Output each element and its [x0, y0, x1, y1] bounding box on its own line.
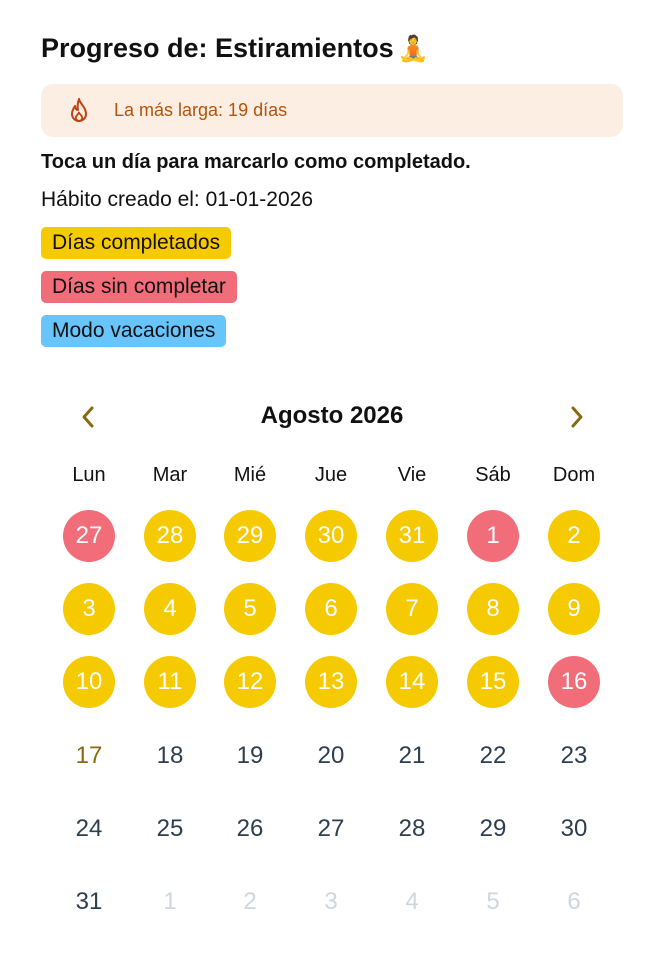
calendar-day[interactable]: 29: [224, 510, 276, 562]
calendar-day[interactable]: 22: [479, 742, 507, 769]
calendar-day: 2: [243, 888, 257, 915]
calendar-day[interactable]: 6: [305, 583, 357, 635]
calendar-day: 4: [405, 888, 419, 915]
calendar-day[interactable]: 19: [236, 742, 264, 769]
calendar-day: 5: [486, 888, 500, 915]
calendar-day[interactable]: 5: [224, 583, 276, 635]
page-title: Progreso de: Estiramientos 🧘: [41, 33, 429, 64]
month-title: Agosto 2026: [260, 402, 404, 429]
calendar-day[interactable]: 10: [63, 656, 115, 708]
calendar-day[interactable]: 4: [144, 583, 196, 635]
longest-streak-banner: La más larga: 19 días: [41, 84, 623, 137]
flame-icon: [67, 97, 91, 125]
calendar-day[interactable]: 28: [144, 510, 196, 562]
calendar-day: 3: [324, 888, 338, 915]
calendar-day[interactable]: 26: [236, 815, 264, 842]
calendar-day[interactable]: 14: [386, 656, 438, 708]
calendar-day[interactable]: 27: [317, 815, 345, 842]
calendar-day[interactable]: 18: [156, 742, 184, 769]
calendar-day[interactable]: 20: [317, 742, 345, 769]
calendar-day[interactable]: 13: [305, 656, 357, 708]
weekday-header: Dom: [552, 464, 596, 486]
chevron-left-icon: [82, 406, 94, 428]
calendar-day[interactable]: 30: [305, 510, 357, 562]
legend-missed: Días sin completar: [41, 271, 237, 303]
calendar-day[interactable]: 8: [467, 583, 519, 635]
longest-streak-text: La más larga: 19 días: [114, 100, 288, 120]
meditation-emoji-icon: 🧘: [397, 34, 429, 63]
calendar-day[interactable]: 11: [144, 656, 196, 708]
legend-vacation: Modo vacaciones: [41, 315, 227, 347]
calendar-day[interactable]: 30: [560, 815, 588, 842]
calendar-day[interactable]: 15: [467, 656, 519, 708]
calendar-day: 6: [567, 888, 581, 915]
calendar-day[interactable]: 27: [63, 510, 115, 562]
calendar-day[interactable]: 2: [548, 510, 600, 562]
calendar-day[interactable]: 21: [398, 742, 426, 769]
weekday-header: Sáb: [475, 464, 511, 486]
weekday-header: Mar: [152, 464, 188, 486]
habit-created-date: Hábito creado el: 01-01-2026: [41, 188, 314, 211]
calendar-day[interactable]: 17: [75, 742, 103, 769]
calendar-day[interactable]: 16: [548, 656, 600, 708]
calendar-day: 1: [163, 888, 177, 915]
instruction-text: Toca un día para marcarlo como completad…: [41, 151, 471, 173]
weekday-header: Jue: [314, 464, 348, 486]
next-month-button[interactable]: [562, 400, 592, 434]
calendar-day[interactable]: 28: [398, 815, 426, 842]
legend-completed: Días completados: [41, 227, 232, 259]
calendar-day[interactable]: 12: [224, 656, 276, 708]
calendar-day[interactable]: 31: [386, 510, 438, 562]
chevron-right-icon: [571, 406, 583, 428]
weekday-header: Vie: [397, 464, 427, 486]
calendar-day[interactable]: 29: [479, 815, 507, 842]
calendar-day[interactable]: 1: [467, 510, 519, 562]
calendar-day[interactable]: 24: [75, 815, 103, 842]
page-title-text: Progreso de: Estiramientos: [41, 33, 394, 63]
calendar-day[interactable]: 7: [386, 583, 438, 635]
previous-month-button[interactable]: [73, 400, 103, 434]
calendar-day[interactable]: 3: [63, 583, 115, 635]
calendar-day[interactable]: 31: [75, 888, 103, 915]
calendar-day[interactable]: 9: [548, 583, 600, 635]
calendar-day[interactable]: 23: [560, 742, 588, 769]
weekday-header: Lun: [72, 464, 106, 486]
calendar-day[interactable]: 25: [156, 815, 184, 842]
weekday-header: Mié: [233, 464, 267, 486]
